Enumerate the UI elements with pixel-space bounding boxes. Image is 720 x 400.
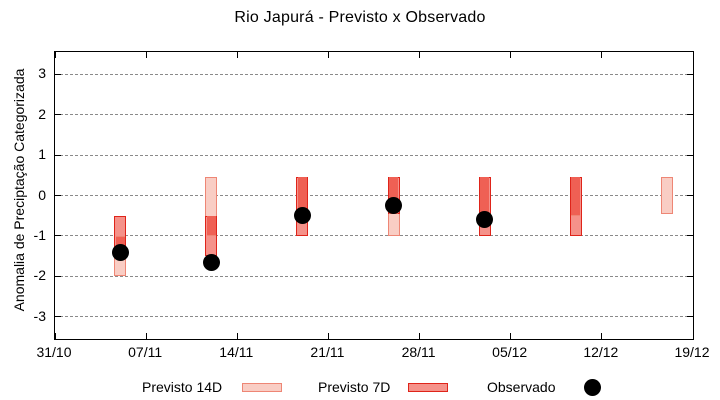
- x-tick-bottom: [419, 333, 421, 339]
- y-tick-label: 2: [38, 105, 46, 122]
- y-tick-right: [687, 114, 693, 116]
- x-tick-top: [510, 52, 512, 58]
- observado-dot: [476, 211, 494, 229]
- y-tick-left: [55, 235, 61, 237]
- y-tick-left: [55, 275, 61, 277]
- chart-title: Rio Japurá - Previsto x Observado: [234, 9, 486, 26]
- y-tick-right: [687, 195, 693, 196]
- y-tick-right: [687, 275, 693, 277]
- x-tick-label: 28/11: [401, 344, 436, 360]
- y-tick-label: -2: [33, 267, 46, 284]
- y-tick-right: [687, 316, 693, 318]
- plot-area: [54, 51, 694, 340]
- x-tick-bottom: [692, 333, 694, 339]
- y-tick-right: [687, 73, 693, 75]
- y-tick-left: [55, 114, 61, 116]
- x-tick-bottom: [327, 333, 329, 339]
- x-tick-label: 07/11: [128, 344, 163, 360]
- x-tick-top: [327, 52, 329, 58]
- x-tick-bottom: [510, 333, 512, 339]
- bar-overlap-previsto: [206, 215, 216, 236]
- x-tick-label: 12/12: [583, 344, 619, 360]
- x-tick-bottom: [236, 333, 238, 339]
- y-tick-label: 3: [38, 65, 46, 82]
- x-tick-top: [54, 52, 56, 58]
- y-tick-left: [55, 195, 61, 196]
- x-tick-label: 21/11: [310, 344, 345, 360]
- gridline: [55, 235, 693, 237]
- x-tick-label: 05/12: [492, 344, 528, 360]
- x-tick-bottom: [145, 333, 147, 339]
- y-tick-left: [55, 154, 61, 156]
- gridline: [55, 73, 693, 75]
- x-tick-top: [692, 52, 694, 58]
- observado-dot: [385, 197, 403, 215]
- x-tick-top: [601, 52, 603, 58]
- x-tick-label: 19/12: [674, 344, 710, 360]
- observado-dot: [202, 253, 220, 271]
- y-tick-label: -3: [33, 307, 46, 324]
- gridline: [55, 316, 693, 318]
- x-tick-label: 31/10: [36, 344, 72, 360]
- y-tick-label: 1: [38, 146, 46, 163]
- x-tick-top: [236, 52, 238, 58]
- legend-label-observado: Observado: [487, 379, 556, 395]
- y-tick-right: [687, 235, 693, 237]
- gridline: [55, 154, 693, 156]
- observado-dot: [293, 207, 311, 225]
- gridline: [55, 195, 693, 196]
- y-tick-label: 0: [38, 186, 46, 203]
- observado-dot: [111, 243, 129, 261]
- gridline: [55, 275, 693, 277]
- y-tick-right: [687, 154, 693, 156]
- legend-label-previsto7: Previsto 7D: [318, 379, 391, 395]
- legend-swatch-previsto14: [242, 383, 282, 392]
- y-tick-left: [55, 316, 61, 318]
- legend-label-previsto14: Previsto 14D: [142, 379, 223, 395]
- bar-overlap-previsto: [571, 177, 581, 216]
- bar-previsto14: [660, 177, 673, 214]
- bar-overlap-previsto: [389, 177, 399, 214]
- x-tick-top: [419, 52, 421, 58]
- gridline: [55, 114, 693, 116]
- y-tick-left: [55, 73, 61, 75]
- x-tick-bottom: [601, 333, 603, 339]
- y-tick-label: -1: [33, 226, 46, 243]
- x-tick-top: [145, 52, 147, 58]
- legend-observado-dot: [584, 379, 601, 396]
- x-tick-label: 14/11: [219, 344, 254, 360]
- legend-swatch-previsto7: [408, 383, 448, 392]
- x-tick-bottom: [54, 333, 56, 339]
